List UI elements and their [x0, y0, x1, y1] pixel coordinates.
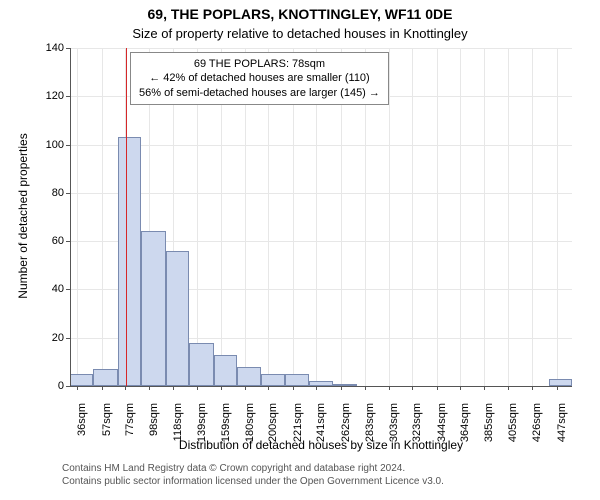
x-tick-label: 241sqm: [315, 403, 327, 463]
footer-attribution: Contains HM Land Registry data © Crown c…: [62, 462, 444, 488]
y-tick-label: 0: [34, 380, 70, 392]
annotation-line1: 69 THE POPLARS: 78sqm: [139, 57, 380, 71]
histogram-bar: [261, 374, 284, 386]
histogram-bar: [141, 231, 166, 386]
histogram-bar: [166, 251, 189, 386]
y-tick-label: 60: [34, 235, 70, 247]
x-tick-label: 283sqm: [364, 403, 376, 463]
reference-line: [126, 48, 127, 386]
x-tick-label: 98sqm: [148, 403, 160, 463]
x-tick-label: 139sqm: [196, 403, 208, 463]
histogram-bar: [93, 369, 118, 386]
x-tick-label: 221sqm: [292, 403, 304, 463]
x-tick-label: 200sqm: [267, 403, 279, 463]
annotation-line3: 56% of semi-detached houses are larger (…: [139, 86, 380, 100]
y-tick-label: 120: [34, 90, 70, 102]
chart-title-line2: Size of property relative to detached ho…: [0, 26, 600, 41]
y-axis-label: Number of detached properties: [16, 116, 30, 316]
annotation-line2: ← 42% of detached houses are smaller (11…: [139, 71, 380, 85]
y-tick-label: 20: [34, 332, 70, 344]
x-tick-label: 262sqm: [340, 403, 352, 463]
x-tick-label: 57sqm: [101, 403, 113, 463]
histogram-bar: [189, 343, 214, 386]
footer-line1: Contains HM Land Registry data © Crown c…: [62, 462, 444, 475]
x-axis-label: Distribution of detached houses by size …: [70, 438, 572, 452]
x-tick-label: 344sqm: [436, 403, 448, 463]
x-tick-label: 303sqm: [388, 403, 400, 463]
x-tick-label: 118sqm: [172, 403, 184, 463]
y-tick-label: 100: [34, 139, 70, 151]
x-tick-label: 405sqm: [507, 403, 519, 463]
y-tick-label: 80: [34, 187, 70, 199]
y-tick-label: 140: [34, 42, 70, 54]
histogram-bar: [214, 355, 237, 386]
histogram-bar: [118, 137, 141, 386]
histogram-bar: [285, 374, 310, 386]
x-tick-label: 77sqm: [124, 403, 136, 463]
annotation-box: 69 THE POPLARS: 78sqm ← 42% of detached …: [130, 52, 389, 105]
footer-line2: Contains public sector information licen…: [62, 475, 444, 488]
x-tick-label: 159sqm: [220, 403, 232, 463]
histogram-bar: [549, 379, 572, 386]
x-tick-label: 364sqm: [459, 403, 471, 463]
chart-title-line1: 69, THE POPLARS, KNOTTINGLEY, WF11 0DE: [0, 6, 600, 22]
histogram-bar: [70, 374, 93, 386]
x-tick-label: 385sqm: [483, 403, 495, 463]
histogram-bar: [237, 367, 262, 386]
y-tick-label: 40: [34, 283, 70, 295]
x-tick-label: 36sqm: [76, 403, 88, 463]
x-tick-label: 447sqm: [556, 403, 568, 463]
x-tick-label: 323sqm: [411, 403, 423, 463]
x-tick-label: 426sqm: [531, 403, 543, 463]
x-tick-label: 180sqm: [244, 403, 256, 463]
